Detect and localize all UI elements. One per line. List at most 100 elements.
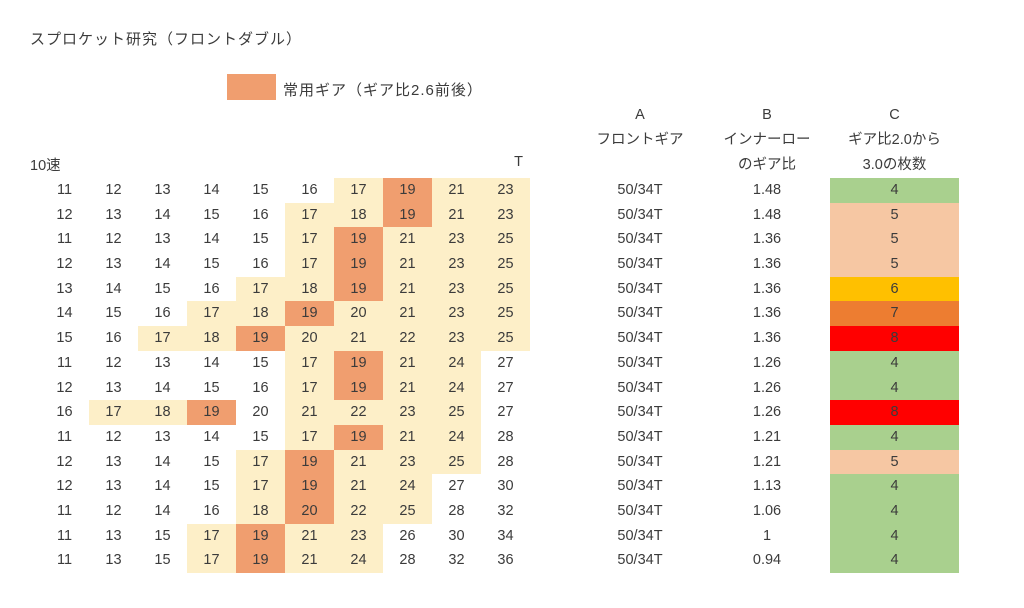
- teeth-cell[interactable]: 23: [334, 523, 383, 549]
- teeth-cell[interactable]: 21: [383, 350, 432, 376]
- teeth-cell[interactable]: 22: [334, 498, 383, 524]
- front-gear-cell[interactable]: 50/34T: [617, 330, 663, 347]
- teeth-cell[interactable]: 21: [383, 301, 432, 327]
- teeth-cell[interactable]: 19: [334, 350, 383, 376]
- teeth-cell[interactable]: 15: [154, 527, 171, 544]
- teeth-cell[interactable]: 14: [203, 231, 220, 248]
- teeth-cell[interactable]: 13: [154, 231, 171, 248]
- teeth-cell[interactable]: 13: [105, 256, 122, 273]
- teeth-cell[interactable]: 24: [432, 375, 481, 401]
- teeth-cell[interactable]: 17: [285, 202, 334, 228]
- teeth-cell[interactable]: 14: [203, 428, 220, 445]
- cog-count-cell[interactable]: 5: [830, 252, 959, 277]
- teeth-cell[interactable]: 17: [285, 424, 334, 450]
- teeth-cell[interactable]: 19: [383, 178, 432, 203]
- teeth-cell[interactable]: 34: [497, 527, 514, 544]
- teeth-cell[interactable]: 13: [154, 182, 171, 198]
- teeth-cell[interactable]: 25: [481, 227, 530, 253]
- front-gear-cell[interactable]: 50/34T: [617, 453, 663, 470]
- teeth-cell[interactable]: 30: [448, 527, 465, 544]
- teeth-cell[interactable]: 24: [334, 548, 383, 573]
- teeth-cell[interactable]: 16: [252, 206, 269, 223]
- teeth-cell[interactable]: 27: [497, 354, 514, 371]
- teeth-cell[interactable]: 13: [56, 280, 73, 297]
- teeth-cell[interactable]: 12: [56, 453, 73, 470]
- teeth-cell[interactable]: 17: [285, 350, 334, 376]
- front-gear-cell[interactable]: 50/34T: [617, 280, 663, 297]
- teeth-cell[interactable]: 24: [383, 474, 432, 499]
- teeth-cell[interactable]: 12: [105, 354, 122, 371]
- inner-low-ratio-cell[interactable]: 1.36: [752, 256, 782, 273]
- inner-low-ratio-cell[interactable]: 1.26: [752, 404, 782, 421]
- teeth-cell[interactable]: 15: [56, 330, 73, 347]
- teeth-cell[interactable]: 12: [105, 182, 122, 198]
- teeth-cell[interactable]: 21: [383, 276, 432, 302]
- teeth-cell[interactable]: 19: [285, 449, 334, 475]
- front-gear-cell[interactable]: 50/34T: [617, 182, 663, 198]
- teeth-cell[interactable]: 18: [236, 301, 285, 327]
- teeth-cell[interactable]: 21: [285, 400, 334, 425]
- teeth-cell[interactable]: 14: [154, 256, 171, 273]
- teeth-cell[interactable]: 17: [187, 301, 236, 327]
- front-gear-cell[interactable]: 50/34T: [617, 478, 663, 495]
- teeth-cell[interactable]: 13: [105, 552, 122, 569]
- teeth-cell[interactable]: 16: [252, 379, 269, 396]
- teeth-cell[interactable]: 20: [334, 301, 383, 327]
- cog-count-cell[interactable]: 4: [830, 474, 959, 499]
- teeth-cell[interactable]: 21: [334, 326, 383, 351]
- teeth-cell[interactable]: 21: [334, 474, 383, 499]
- teeth-cell[interactable]: 19: [334, 424, 383, 450]
- teeth-cell[interactable]: 14: [203, 354, 220, 371]
- teeth-cell[interactable]: 25: [481, 276, 530, 302]
- teeth-cell[interactable]: 23: [432, 252, 481, 277]
- cog-count-cell[interactable]: 8: [830, 400, 959, 425]
- teeth-cell[interactable]: 14: [105, 280, 122, 297]
- teeth-cell[interactable]: 21: [334, 449, 383, 475]
- cog-count-cell[interactable]: 4: [830, 375, 959, 401]
- teeth-cell[interactable]: 12: [56, 206, 73, 223]
- teeth-cell[interactable]: 17: [187, 548, 236, 573]
- teeth-cell[interactable]: 17: [89, 400, 138, 425]
- teeth-cell[interactable]: 21: [432, 178, 481, 203]
- teeth-cell[interactable]: 19: [334, 276, 383, 302]
- teeth-cell[interactable]: 19: [236, 523, 285, 549]
- cog-count-cell[interactable]: 4: [830, 178, 959, 203]
- teeth-cell[interactable]: 14: [154, 453, 171, 470]
- teeth-cell[interactable]: 12: [56, 478, 73, 495]
- teeth-cell[interactable]: 17: [236, 276, 285, 302]
- teeth-cell[interactable]: 17: [187, 523, 236, 549]
- teeth-cell[interactable]: 16: [203, 502, 220, 519]
- teeth-cell[interactable]: 23: [481, 202, 530, 228]
- teeth-cell[interactable]: 15: [203, 478, 220, 495]
- teeth-cell[interactable]: 13: [105, 379, 122, 396]
- teeth-cell[interactable]: 32: [497, 502, 514, 519]
- teeth-cell[interactable]: 27: [497, 379, 514, 396]
- teeth-cell[interactable]: 21: [383, 252, 432, 277]
- front-gear-cell[interactable]: 50/34T: [617, 527, 663, 544]
- teeth-cell[interactable]: 25: [481, 326, 530, 351]
- cog-count-cell[interactable]: 4: [830, 523, 959, 549]
- cog-count-cell[interactable]: 6: [830, 276, 959, 302]
- teeth-cell[interactable]: 25: [481, 301, 530, 327]
- teeth-cell[interactable]: 21: [432, 202, 481, 228]
- teeth-cell[interactable]: 19: [334, 227, 383, 253]
- teeth-cell[interactable]: 21: [285, 523, 334, 549]
- cog-count-cell[interactable]: 5: [830, 227, 959, 253]
- teeth-cell[interactable]: 19: [236, 326, 285, 351]
- teeth-cell[interactable]: 25: [383, 498, 432, 524]
- front-gear-cell[interactable]: 50/34T: [617, 404, 663, 421]
- teeth-cell[interactable]: 18: [334, 202, 383, 228]
- teeth-cell[interactable]: 18: [236, 498, 285, 524]
- teeth-cell[interactable]: 16: [301, 182, 318, 198]
- teeth-cell[interactable]: 12: [105, 502, 122, 519]
- inner-low-ratio-cell[interactable]: 1.13: [752, 478, 782, 495]
- cog-count-cell[interactable]: 5: [830, 202, 959, 228]
- inner-low-ratio-cell[interactable]: 1.48: [752, 182, 782, 198]
- teeth-cell[interactable]: 19: [334, 375, 383, 401]
- teeth-cell[interactable]: 21: [285, 548, 334, 573]
- teeth-cell[interactable]: 14: [56, 305, 73, 322]
- teeth-cell[interactable]: 20: [285, 326, 334, 351]
- teeth-cell[interactable]: 11: [56, 502, 73, 519]
- teeth-cell[interactable]: 28: [497, 453, 514, 470]
- teeth-cell[interactable]: 23: [383, 400, 432, 425]
